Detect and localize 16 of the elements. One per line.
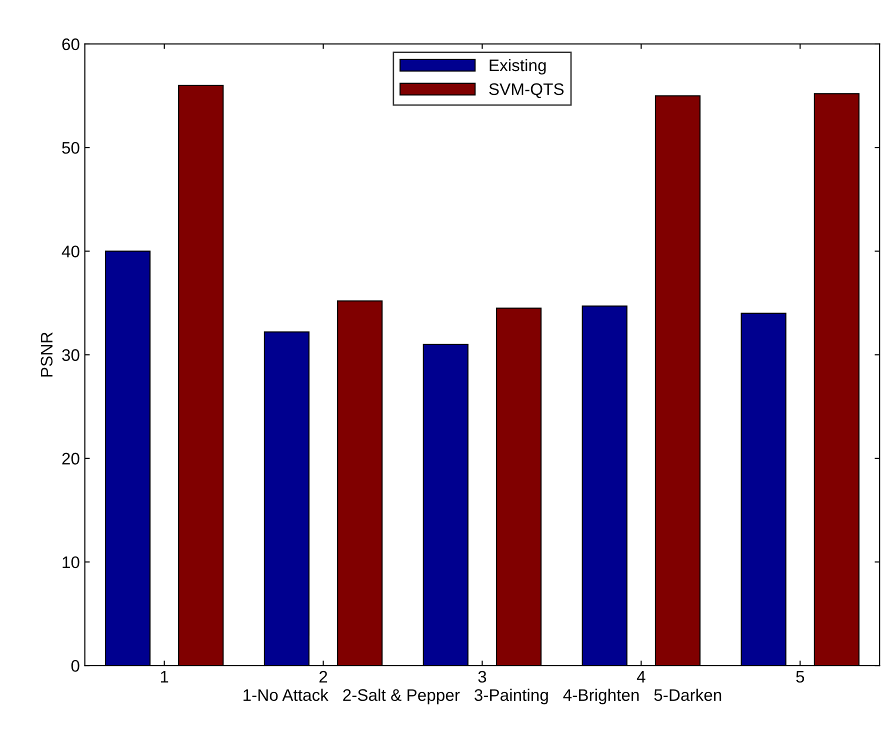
y-tick-label: 0: [71, 660, 80, 672]
y-tick-label: 60: [62, 38, 80, 50]
x-tick-label: 5: [796, 671, 804, 683]
legend-label: SVM-QTS: [489, 83, 564, 98]
x-tick-label: 3: [478, 670, 486, 683]
y-tick-label: 20: [62, 452, 80, 465]
x-tick-label: 1: [160, 671, 168, 683]
y-axis-title: PSNR: [40, 332, 53, 377]
y-tick-label: 50: [62, 142, 80, 154]
x-axis-title: 1-No Attack 2-Salt & Pepper 3-Painting 4-Brighten 5-Darken: [244, 688, 722, 704]
x-tick-label: 4: [636, 671, 646, 683]
legend-label: Existing: [490, 58, 546, 75]
x-tick-label: 2: [319, 670, 328, 683]
y-tick-label: 30: [62, 349, 80, 361]
y-tick-label: 40: [62, 246, 80, 258]
y-tick-label: 10: [62, 556, 80, 568]
